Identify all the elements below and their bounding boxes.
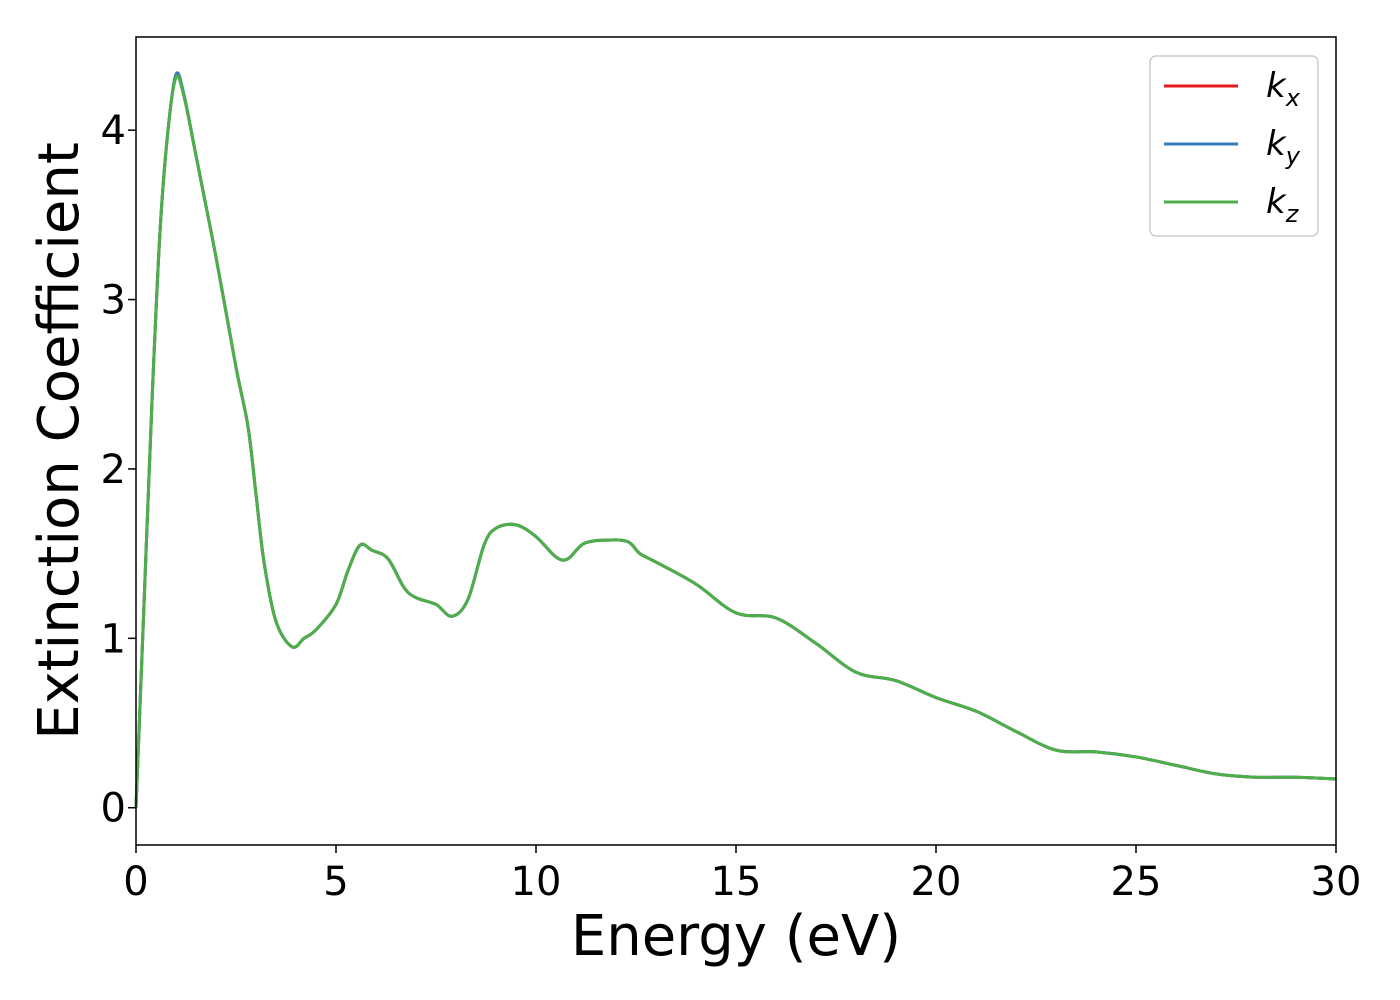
- x-tick-label: 10: [511, 859, 562, 905]
- y-axis-title: Extinction Coefficient: [27, 142, 92, 740]
- x-axis-ticks: 0 5 10 15 20 25 30: [123, 845, 1361, 905]
- y-tick-label: 3: [101, 278, 126, 324]
- x-tick-label: 5: [323, 859, 348, 905]
- legend-label-x: kx: [1266, 66, 1301, 112]
- y-tick-label: 1: [101, 616, 126, 662]
- legend-frame: [1149, 55, 1319, 237]
- y-axis-ticks: 0 1 2 3 4: [101, 108, 136, 832]
- y-tick-label: 2: [101, 447, 126, 493]
- x-tick-label: 30: [1311, 859, 1362, 905]
- series-layer: [134, 71, 1337, 808]
- series-line-z: [134, 74, 1337, 808]
- x-tick-label: 25: [1111, 859, 1162, 905]
- x-tick-label: 20: [911, 859, 962, 905]
- x-tick-label: 0: [123, 859, 148, 905]
- legend-label-y: ky: [1266, 124, 1301, 170]
- x-tick-label: 15: [711, 859, 762, 905]
- y-tick-label: 4: [101, 108, 126, 154]
- y-tick-label: 0: [101, 786, 126, 832]
- x-axis-title: Energy (eV): [571, 904, 901, 969]
